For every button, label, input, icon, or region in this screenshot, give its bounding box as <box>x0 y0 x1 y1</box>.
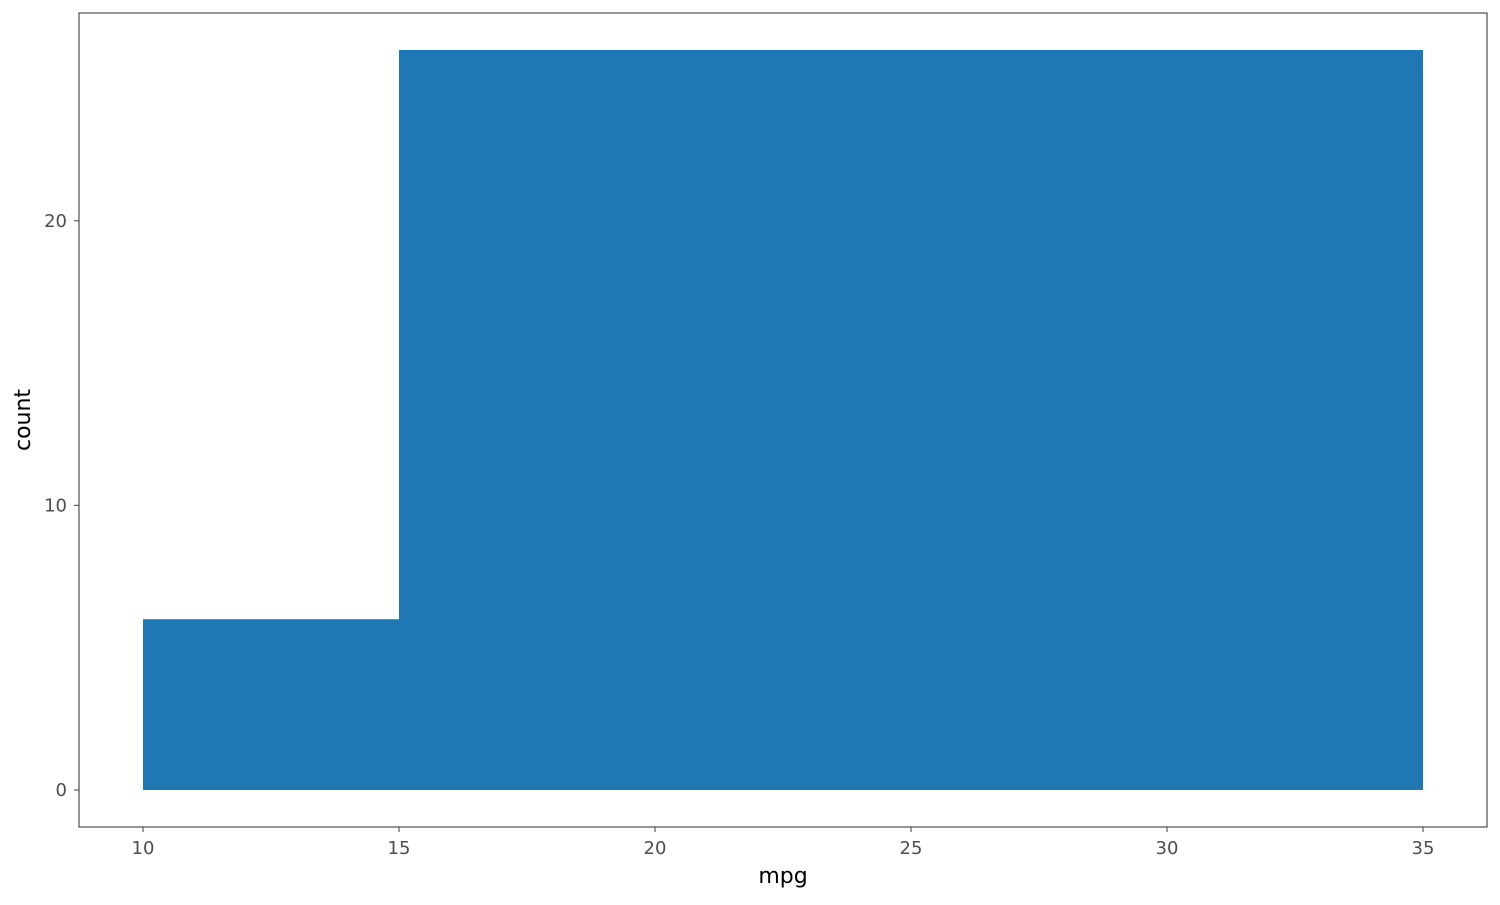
x-tick-label: 30 <box>1156 838 1179 859</box>
plot-frame <box>78 12 1488 828</box>
y-axis-ticks: 0 10 20 <box>44 211 79 801</box>
x-tick-label: 35 <box>1412 838 1435 859</box>
y-tick-label: 10 <box>44 495 67 516</box>
y-tick-label: 20 <box>44 211 67 232</box>
x-tick-label: 10 <box>132 838 155 859</box>
y-tick-label: 0 <box>56 780 67 801</box>
x-axis-title: mpg <box>758 864 807 889</box>
histogram-bar-0 <box>143 619 399 790</box>
x-axis-ticks: 10 15 20 25 30 35 <box>132 827 1435 859</box>
y-axis-title: count <box>11 389 36 451</box>
x-tick-label: 15 <box>388 838 411 859</box>
x-tick-label: 25 <box>900 838 923 859</box>
bars-group <box>143 50 1423 790</box>
x-tick-label: 20 <box>644 838 667 859</box>
histogram-bar-1 <box>399 50 1423 790</box>
